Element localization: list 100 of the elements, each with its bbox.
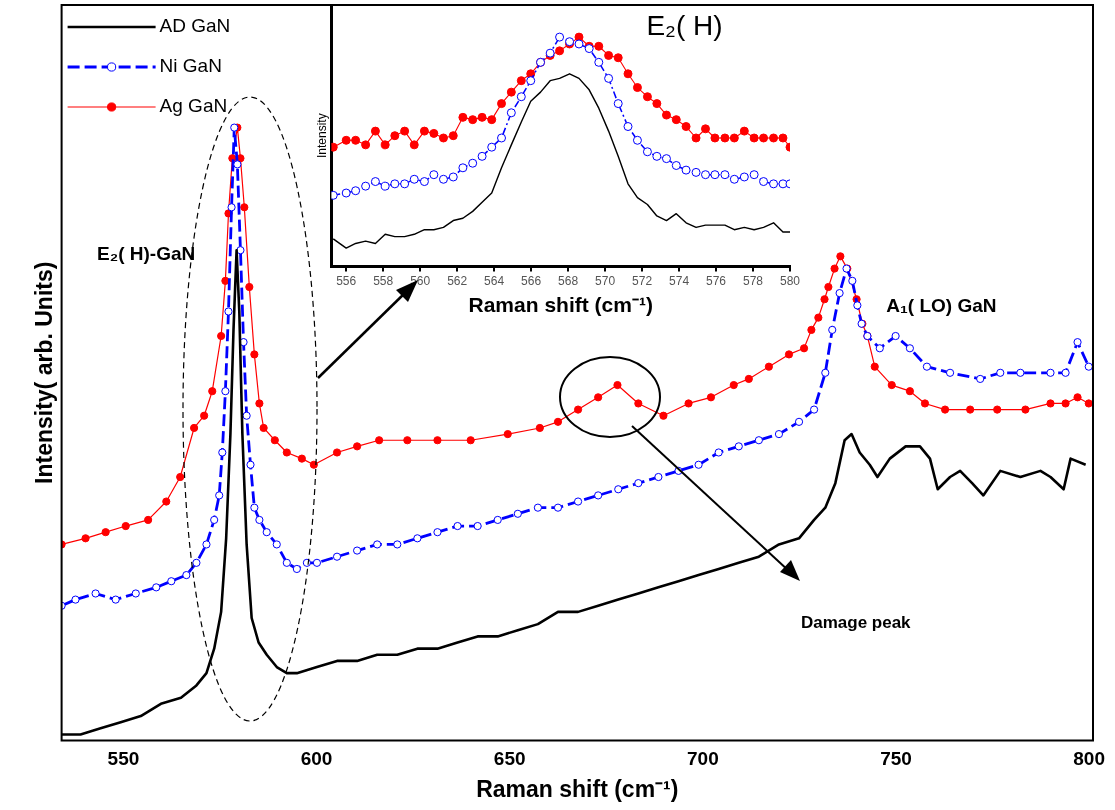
point [555, 32, 565, 42]
point [681, 122, 691, 132]
point [429, 170, 439, 180]
point [429, 128, 439, 138]
point [370, 177, 380, 187]
point [700, 170, 710, 180]
point [448, 131, 458, 141]
x-tick-label: 580 [779, 273, 801, 288]
point [506, 87, 516, 97]
point [652, 151, 662, 161]
point [769, 133, 779, 143]
point [749, 133, 759, 143]
point [574, 39, 584, 49]
point [458, 112, 468, 122]
x-tick-label: 566 [521, 273, 542, 288]
point [632, 83, 642, 93]
x-tick-label: 578 [743, 273, 764, 288]
point [661, 110, 671, 120]
x-tick-label: 572 [632, 273, 653, 288]
point [778, 179, 788, 189]
point [380, 140, 390, 150]
point [613, 99, 623, 109]
point [341, 135, 351, 145]
point [438, 133, 448, 143]
point [749, 170, 759, 180]
point [526, 76, 536, 86]
point [661, 154, 671, 164]
point [341, 188, 351, 198]
point [613, 53, 623, 63]
point [351, 135, 361, 145]
point [729, 133, 739, 143]
chart-title: E₂( H) [646, 9, 723, 41]
point [487, 115, 497, 125]
x-tick-label: 568 [558, 273, 579, 288]
annotation: A₁( LO) GaN [886, 294, 997, 316]
point [409, 174, 419, 184]
point [691, 167, 701, 177]
point [380, 181, 390, 191]
point [516, 92, 526, 102]
legend-label: Ni GaN [159, 55, 222, 77]
x-tick-label: 700 [686, 748, 719, 770]
point [400, 126, 410, 136]
annotation: E₂( H)-GaN [97, 243, 196, 265]
point [671, 115, 681, 125]
point [778, 133, 788, 143]
point [594, 57, 604, 67]
point [769, 179, 779, 189]
point [390, 131, 400, 141]
x-tick-label: 570 [595, 273, 616, 288]
point [623, 122, 633, 132]
point [370, 126, 380, 136]
point [652, 99, 662, 109]
point [671, 161, 681, 171]
point [361, 181, 371, 191]
point [710, 170, 720, 180]
x-axis-title: Raman shift (cm⁻¹) [468, 293, 653, 317]
legend-label: AD GaN [159, 15, 231, 37]
point [604, 50, 614, 60]
point [419, 126, 429, 136]
x-axis-title: Raman shift (cm⁻¹) [476, 775, 679, 802]
point [739, 126, 749, 136]
point [710, 133, 720, 143]
point [720, 133, 730, 143]
legend-label: Ag GaN [159, 95, 228, 117]
x-tick-label: 750 [880, 748, 912, 770]
point [438, 174, 448, 184]
point [361, 140, 371, 150]
point [487, 142, 497, 152]
x-tick-label: 574 [669, 273, 690, 288]
point [351, 186, 361, 196]
point [458, 163, 468, 173]
point [477, 112, 487, 122]
point [468, 158, 478, 168]
point [691, 133, 701, 143]
point [506, 108, 516, 118]
point [409, 140, 419, 150]
point [720, 170, 730, 180]
x-tick-label: 600 [300, 748, 333, 770]
annotation: Damage peak [800, 612, 912, 632]
point [642, 147, 652, 157]
x-tick-label: 550 [107, 748, 140, 770]
point [516, 76, 526, 86]
x-tick-label: 556 [336, 273, 357, 288]
point [497, 99, 507, 109]
point [468, 115, 478, 125]
x-tick-label: 562 [447, 273, 468, 288]
point [497, 133, 507, 143]
point [632, 135, 642, 145]
y-axis-title: Intensity( arb. Units) [31, 261, 58, 484]
x-tick-label: 800 [1073, 748, 1105, 770]
x-tick-label: 650 [493, 748, 526, 770]
point [448, 172, 458, 182]
x-tick-label: 558 [373, 273, 394, 288]
x-tick-label: 564 [484, 273, 505, 288]
point [759, 133, 769, 143]
x-tick-label: 576 [706, 273, 727, 288]
point [419, 177, 429, 187]
point [642, 92, 652, 102]
point [729, 174, 739, 184]
point [555, 46, 565, 56]
